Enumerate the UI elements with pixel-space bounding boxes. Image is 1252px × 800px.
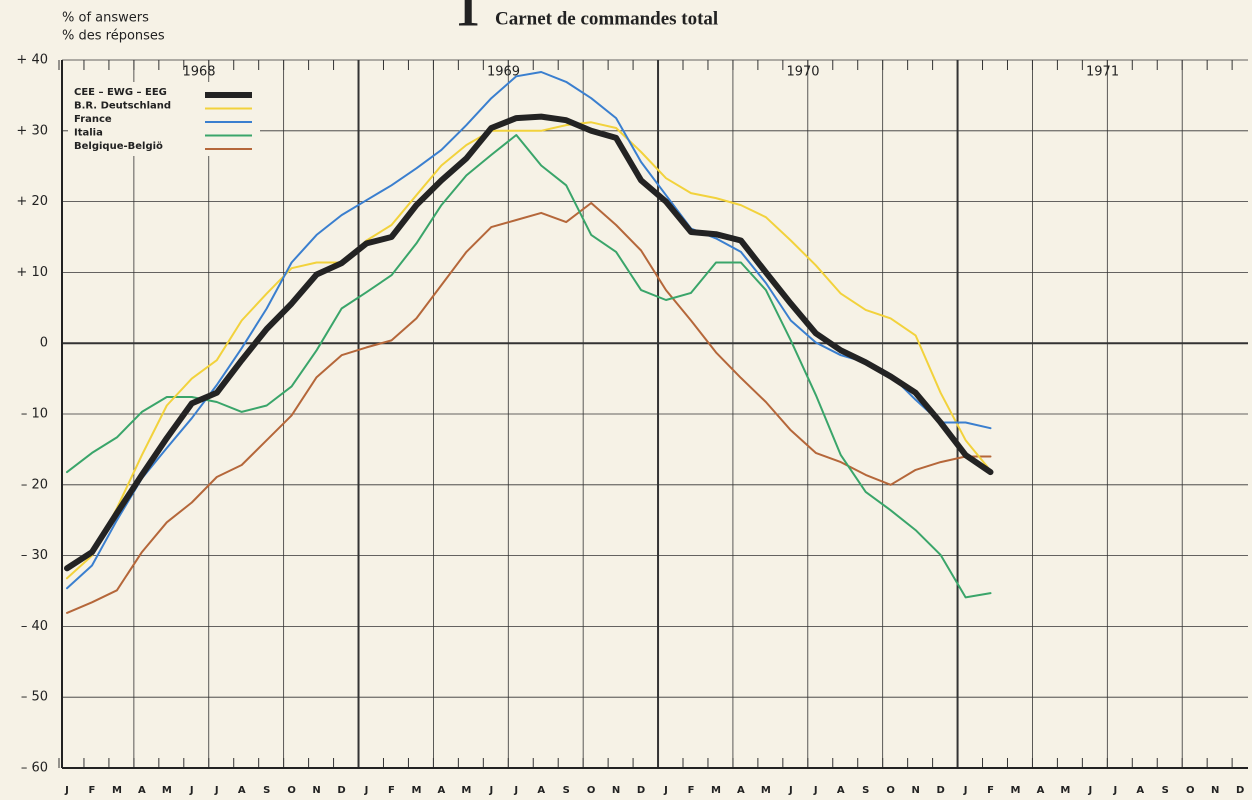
x-tick-label: O <box>587 785 596 796</box>
year-label: 1969 <box>487 65 520 80</box>
x-tick-label: S <box>263 785 270 796</box>
y-tick-label: – 40 <box>21 619 48 634</box>
x-tick-label: F <box>688 785 695 796</box>
x-tick-label: M <box>1011 785 1021 796</box>
year-label: 1968 <box>182 65 215 80</box>
y-tick-label: – 10 <box>21 407 48 422</box>
legend-label: France <box>74 114 112 125</box>
x-tick-label: F <box>987 785 994 796</box>
x-tick-label: J <box>488 785 493 796</box>
series-line <box>64 113 994 572</box>
x-tick-label: N <box>1211 785 1219 796</box>
y-tick-label: + 20 <box>16 194 48 209</box>
x-tick-label: S <box>862 785 869 796</box>
x-tick-label: O <box>1186 785 1195 796</box>
x-tick-label: J <box>214 785 219 796</box>
x-tick-label: A <box>438 785 446 796</box>
x-tick-label: J <box>513 785 518 796</box>
y-tick-label: + 30 <box>16 123 48 138</box>
series-line <box>66 134 992 599</box>
x-tick-label: A <box>1136 785 1144 796</box>
x-tick-label: A <box>537 785 545 796</box>
y-tick-label: – 50 <box>21 690 48 705</box>
x-tick-label: J <box>189 785 194 796</box>
y-tick-label: – 20 <box>21 477 48 492</box>
y-tick-label: – 30 <box>21 548 48 563</box>
series-line <box>66 202 992 614</box>
x-tick-label: J <box>963 785 968 796</box>
x-tick-label: A <box>138 785 146 796</box>
y-axis-label: % des réponses <box>62 29 165 44</box>
x-tick-label: M <box>711 785 721 796</box>
x-tick-label: O <box>287 785 296 796</box>
y-tick-label: + 10 <box>16 265 48 280</box>
series-line <box>66 121 992 580</box>
x-tick-label: M <box>1060 785 1070 796</box>
x-tick-label: N <box>911 785 919 796</box>
x-tick-label: N <box>312 785 320 796</box>
x-tick-label: J <box>663 785 668 796</box>
x-tick-label: J <box>788 785 793 796</box>
x-tick-label: M <box>761 785 771 796</box>
x-tick-label: O <box>886 785 895 796</box>
y-tick-label: – 60 <box>21 761 48 776</box>
x-tick-label: M <box>162 785 172 796</box>
x-tick-label: D <box>337 785 345 796</box>
y-axis-label: % of answers <box>62 11 149 26</box>
y-tick-label: 0 <box>40 336 48 351</box>
legend-label: Belgique-Belgiö <box>74 141 163 152</box>
x-tick-label: D <box>1236 785 1244 796</box>
x-tick-label: D <box>936 785 944 796</box>
legend-label: CEE – EWG – EEG <box>74 87 167 98</box>
x-tick-label: D <box>637 785 645 796</box>
x-tick-label: F <box>388 785 395 796</box>
chart-number: 1 <box>455 0 480 36</box>
x-tick-label: J <box>1112 785 1117 796</box>
x-tick-label: M <box>461 785 471 796</box>
x-tick-label: J <box>1087 785 1092 796</box>
y-tick-label: + 40 <box>16 53 48 68</box>
x-tick-label: M <box>411 785 421 796</box>
x-tick-label: J <box>64 785 69 796</box>
series-line <box>66 71 992 590</box>
x-tick-label: S <box>563 785 570 796</box>
x-tick-label: A <box>238 785 246 796</box>
chart-title: Carnet de commandes total <box>495 8 718 29</box>
x-tick-label: A <box>837 785 845 796</box>
x-tick-label: J <box>364 785 369 796</box>
year-label: 1970 <box>786 65 819 80</box>
x-tick-label: S <box>1162 785 1169 796</box>
year-label: 1971 <box>1086 65 1119 80</box>
legend-label: B.R. Deutschland <box>74 101 171 112</box>
x-tick-label: A <box>1037 785 1045 796</box>
x-tick-label: J <box>813 785 818 796</box>
x-tick-label: F <box>89 785 96 796</box>
x-tick-label: A <box>737 785 745 796</box>
legend-label: Italia <box>74 128 103 139</box>
x-tick-label: M <box>112 785 122 796</box>
x-tick-label: N <box>612 785 620 796</box>
